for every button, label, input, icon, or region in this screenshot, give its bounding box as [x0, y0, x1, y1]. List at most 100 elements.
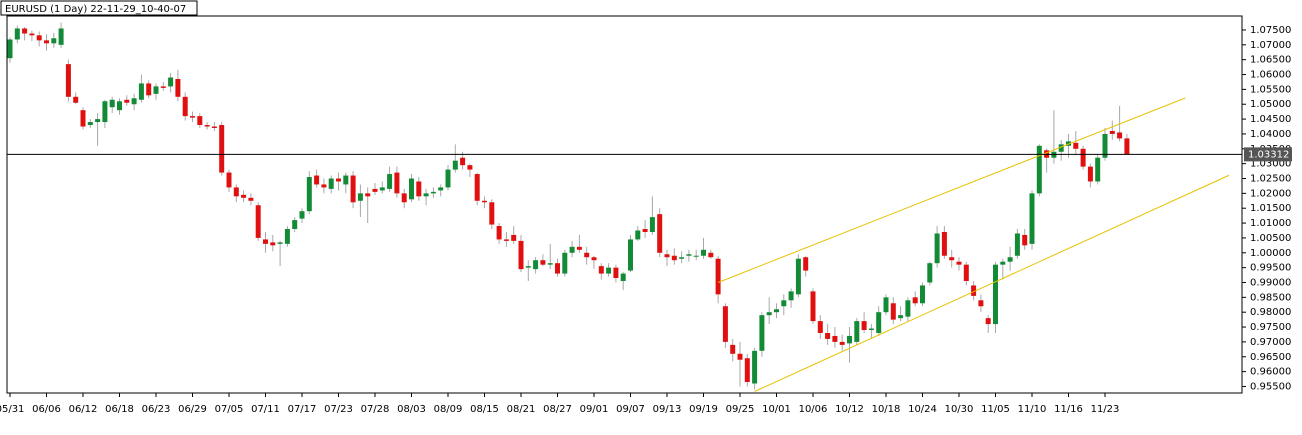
candle-body	[759, 315, 765, 351]
x-tick-label: 05/31	[0, 404, 24, 415]
candle-body	[920, 285, 925, 304]
candle-body	[328, 178, 334, 189]
candle-body	[847, 335, 852, 344]
candle-body	[36, 35, 42, 41]
candle-body	[752, 350, 758, 384]
x-tick-label: 06/06	[32, 404, 61, 415]
candle-body	[314, 175, 320, 185]
candle-body	[788, 291, 794, 301]
candle-body	[430, 191, 436, 194]
candle-body	[343, 175, 349, 185]
candle-body	[1073, 142, 1079, 149]
candle-body	[730, 344, 736, 354]
x-tick-label: 11/23	[1091, 404, 1120, 415]
y-tick-label: 0.97500	[1250, 322, 1291, 333]
candle-body	[985, 318, 991, 325]
y-tick-label: 1.01500	[1250, 203, 1291, 214]
candle-body	[555, 263, 560, 274]
x-tick-label: 10/24	[908, 404, 937, 415]
candle-body	[934, 233, 940, 264]
candle-body	[1102, 133, 1108, 158]
candle-body	[664, 254, 670, 258]
candle-body	[321, 184, 327, 188]
candle-body	[576, 246, 582, 250]
x-tick-label: 09/13	[653, 404, 682, 415]
candle-body	[949, 257, 955, 261]
candle-body	[182, 96, 188, 117]
candle-body	[270, 242, 276, 246]
candle-body	[518, 240, 524, 270]
candle-body	[686, 254, 692, 256]
candle-body	[95, 119, 101, 123]
candle-body	[540, 260, 546, 265]
candle-body	[912, 297, 918, 304]
candle-body	[29, 33, 35, 36]
candle-body	[401, 193, 407, 203]
x-tick-label: 08/27	[543, 404, 572, 415]
y-tick-label: 1.04500	[1250, 114, 1291, 125]
candle-body	[350, 175, 356, 203]
candle-body	[109, 99, 115, 108]
candle-body	[774, 309, 779, 313]
x-tick-label: 11/10	[1018, 404, 1047, 415]
candle-body	[44, 40, 49, 44]
candle-body	[336, 178, 341, 182]
candle-body	[14, 28, 20, 40]
x-tick-label: 08/03	[397, 404, 426, 415]
candle-body	[372, 188, 378, 192]
candle-body	[248, 197, 254, 201]
candle-body	[971, 285, 977, 296]
y-tick-label: 1.00500	[1250, 233, 1291, 244]
x-tick-label: 06/23	[142, 404, 171, 415]
candle-body	[562, 252, 568, 274]
title-box	[0, 0, 198, 16]
candle-body	[58, 28, 64, 45]
candle-body	[956, 261, 962, 265]
candle-body	[387, 174, 393, 189]
x-tick-label: 09/01	[580, 404, 609, 415]
plot-frame	[6, 15, 1243, 394]
candle-body	[482, 200, 487, 203]
candle-body	[211, 126, 217, 129]
candle-body	[898, 315, 904, 319]
candle-body	[146, 83, 152, 96]
y-tick-label: 1.06500	[1250, 55, 1291, 66]
candle-body	[1036, 145, 1042, 194]
candle-body	[474, 174, 480, 201]
x-tick-label: 10/06	[799, 404, 828, 415]
x-tick-label: 11/05	[981, 404, 1010, 415]
candle-body	[409, 178, 414, 200]
x-tick-label: 07/11	[251, 404, 280, 415]
candle-body	[51, 38, 57, 44]
x-tick-label: 07/28	[361, 404, 390, 415]
candle-body	[1124, 138, 1130, 155]
y-tick-label: 0.96000	[1250, 367, 1291, 378]
candle-body	[460, 157, 466, 166]
y-tick-label: 1.07500	[1250, 25, 1291, 36]
candle-body	[153, 86, 159, 94]
candle-body	[445, 169, 451, 188]
y-tick-label: 1.06000	[1250, 70, 1291, 81]
candle-body	[1029, 193, 1035, 244]
candle-body	[795, 258, 801, 295]
y-tick-label: 1.02500	[1250, 174, 1291, 185]
candle-body	[1014, 233, 1020, 256]
y-tick-label: 0.99000	[1250, 277, 1291, 288]
candle-body	[547, 263, 553, 265]
candle-body	[737, 353, 743, 360]
candle-body	[306, 177, 312, 212]
candle-body	[832, 335, 838, 342]
candle-body	[284, 229, 290, 244]
candle-body	[511, 234, 517, 241]
y-tick-label: 1.07000	[1250, 40, 1291, 51]
candle-body	[102, 101, 108, 123]
candle-body	[489, 202, 495, 225]
candle-body	[175, 78, 181, 97]
y-tick-label: 0.96500	[1250, 352, 1291, 363]
x-tick-label: 10/18	[872, 404, 901, 415]
candle-body	[890, 303, 896, 320]
x-tick-label: 10/12	[835, 404, 864, 415]
channel-line	[754, 174, 1230, 392]
candle-body	[927, 263, 933, 283]
candle-body	[722, 306, 728, 342]
